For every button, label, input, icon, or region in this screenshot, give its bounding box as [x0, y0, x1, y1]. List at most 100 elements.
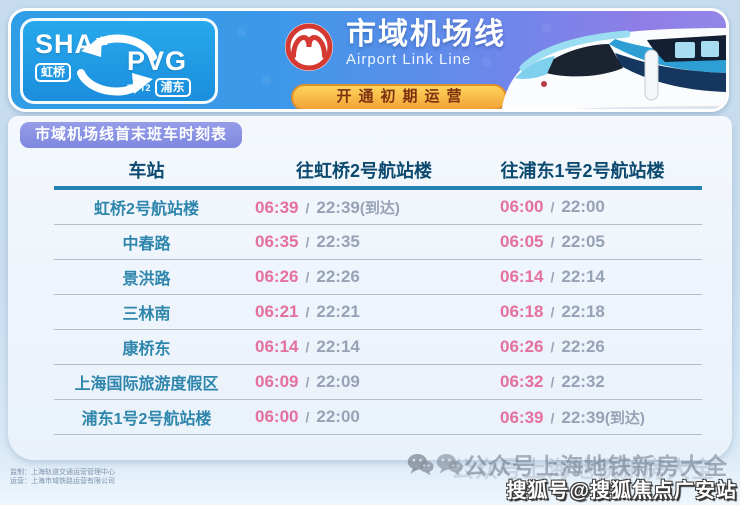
station-name: 景洪路: [122, 271, 171, 288]
table-header-row: 车站 往虹桥2号航站楼 往浦东1号2号航站楼: [54, 154, 702, 190]
last-train-time: 22:09: [316, 372, 360, 391]
arrival-note: (到达): [359, 199, 400, 217]
operation-status-badge: 开通初期运营: [291, 84, 507, 109]
shanghai-metro-logo-icon: [285, 23, 333, 71]
last-train-time: 22:35: [316, 232, 360, 251]
times-to-pudong: 06:14 / 22:14: [489, 267, 702, 287]
sparkle-decoration: ❊: [481, 55, 492, 70]
last-train-time: 22:05: [561, 232, 605, 251]
first-train-time: 06:00: [255, 407, 299, 426]
first-train-time: 06:26: [500, 337, 544, 356]
first-train-time: 06:26: [255, 267, 299, 286]
first-train-time: 06:09: [255, 372, 299, 391]
last-train-time: 22:21: [316, 302, 360, 321]
last-train-time: 22:00: [316, 407, 360, 426]
time-separator: /: [305, 409, 310, 425]
wechat-watermark: 公众号上海地铁新房大全: [406, 447, 728, 481]
sparkle-decoration: ❊: [236, 25, 247, 40]
publisher-credits: 监制：上海轨道交通运营管理中心 运营：上海市域铁路运营有限公司: [10, 468, 115, 486]
station-name: 三林南: [122, 306, 171, 323]
table-row: 上海国际旅游度假区 06:09 / 22:09 06:32 / 22:32: [54, 365, 702, 400]
last-train-time: 22:14: [316, 337, 360, 356]
station-name: 康桥东: [122, 341, 171, 358]
sparkle-decoration: ❊: [261, 73, 272, 88]
last-train-time: 22:00: [561, 197, 605, 216]
timetable-table: 车站 往虹桥2号航站楼 往浦东1号2号航站楼 虹桥2号航站楼 06:39 / 2…: [54, 154, 702, 435]
time-separator: /: [305, 199, 310, 216]
column-header-station: 车站: [128, 161, 165, 181]
times-to-hongqiao: 06:26 / 22:26: [239, 267, 489, 287]
first-train-time: 06:14: [255, 337, 299, 356]
time-separator: /: [305, 269, 310, 285]
arrival-note: (到达): [604, 409, 645, 427]
city-badge-pudong: 浦东: [154, 78, 191, 97]
credit-line: 监制：上海轨道交通运营管理中心: [10, 469, 115, 476]
time-separator: /: [550, 339, 555, 355]
timetable-title-badge: 市域机场线首末班车时刻表: [20, 122, 243, 148]
times-to-hongqiao: 06:39 / 22:39 (到达): [239, 197, 489, 218]
column-header-to-hongqiao: 往虹桥2号航站楼: [295, 161, 432, 181]
time-separator: /: [305, 304, 310, 320]
time-separator: /: [550, 374, 555, 390]
times-to-pudong: 06:32 / 22:32: [489, 372, 702, 392]
last-train-time: 22:18: [561, 302, 605, 321]
first-train-time: 06:32: [500, 372, 544, 391]
route-panel: SHAT2 虹桥 PVG T1 T2 浦东: [20, 18, 218, 104]
times-to-hongqiao: 06:00 / 22:00: [239, 407, 489, 427]
time-separator: /: [550, 304, 555, 320]
time-separator: /: [550, 199, 555, 215]
terminal-label: T1 T2: [127, 82, 151, 93]
times-to-hongqiao: 06:21 / 22:21: [239, 302, 489, 322]
header-banner: ❊ ❊ ❊ ❊ ❊ SHAT2 虹桥 PVG T1 T2 浦东: [8, 8, 729, 112]
time-separator: /: [550, 269, 555, 285]
sohu-watermark: 搜狐号@搜狐焦点广安站: [506, 480, 737, 502]
first-train-time: 06:18: [500, 302, 544, 321]
airport-code-pvg: PVG: [127, 46, 188, 76]
times-to-pudong: 06:39 / 22:39 (到达): [489, 407, 702, 428]
station-name: 上海国际旅游度假区: [74, 376, 219, 393]
wechat-logo-icon: [436, 453, 463, 476]
table-row: 虹桥2号航站楼 06:39 / 22:39 (到达) 06:00 / 22:00: [54, 190, 702, 225]
first-train-time: 06:35: [255, 232, 299, 251]
wechat-logo-icon: [407, 453, 434, 476]
times-to-hongqiao: 06:14 / 22:14: [239, 337, 489, 357]
line-title: 市域机场线: [346, 18, 506, 51]
table-row: 中春路 06:35 / 22:35 06:05 / 22:05: [54, 225, 702, 260]
times-to-pudong: 06:18 / 22:18: [489, 302, 702, 322]
first-train-time: 06:39: [500, 407, 544, 427]
table-row: 浦东1号2号航站楼 06:00 / 22:00 06:39 / 22:39 (到…: [54, 400, 702, 435]
airport-code-sha: SHA: [35, 29, 96, 59]
first-train-time: 06:00: [500, 197, 544, 216]
station-name: 浦东1号2号航站楼: [81, 411, 212, 428]
last-train-time: 22:14: [561, 267, 605, 286]
last-train-time: 22:39: [561, 407, 605, 427]
first-train-time: 06:05: [500, 232, 544, 251]
credit-line: 运营：上海市域铁路运营有限公司: [10, 478, 115, 485]
city-badge-hongqiao: 虹桥: [35, 63, 72, 82]
last-train-time: 22:26: [561, 337, 605, 356]
time-separator: /: [550, 234, 555, 250]
time-separator: /: [305, 374, 310, 390]
column-header-to-pudong: 往浦东1号2号航站楼: [500, 161, 665, 181]
times-to-pudong: 06:26 / 22:26: [489, 337, 702, 357]
time-separator: /: [305, 339, 310, 355]
times-to-hongqiao: 06:35 / 22:35: [239, 232, 489, 252]
last-train-time: 22:39: [316, 197, 360, 217]
last-train-time: 22:26: [316, 267, 360, 286]
times-to-pudong: 06:00 / 22:00: [489, 197, 702, 217]
line-subtitle: Airport Link Line: [346, 51, 472, 68]
table-row: 三林南 06:21 / 22:21 06:18 / 22:18: [54, 295, 702, 330]
time-separator: /: [550, 409, 555, 426]
first-train-time: 06:21: [255, 302, 299, 321]
last-train-time: 22:32: [561, 372, 605, 391]
wechat-watermark-text: 公众号上海地铁新房大全: [464, 453, 728, 479]
destination-airport: PVG T1 T2 浦东: [127, 48, 191, 97]
bullet-train-illustration: [501, 28, 726, 109]
sparkle-decoration: ❊: [541, 21, 552, 36]
station-name: 虹桥2号航站楼: [94, 201, 199, 218]
station-name: 中春路: [122, 236, 171, 253]
times-to-hongqiao: 06:09 / 22:09: [239, 372, 489, 392]
times-to-pudong: 06:05 / 22:05: [489, 232, 702, 252]
timetable-card: 市域机场线首末班车时刻表 车站 往虹桥2号航站楼 往浦东1号2号航站楼 虹桥2号…: [8, 116, 732, 460]
time-separator: /: [305, 234, 310, 250]
